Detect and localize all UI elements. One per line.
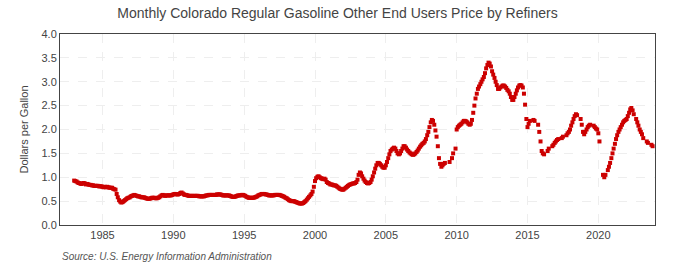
svg-text:1995: 1995 — [232, 229, 256, 241]
svg-text:1990: 1990 — [161, 229, 185, 241]
svg-text:0.5: 0.5 — [42, 195, 57, 207]
svg-text:Dollars per Gallon: Dollars per Gallon — [18, 85, 30, 173]
svg-text:3.0: 3.0 — [42, 76, 57, 88]
svg-text:2.0: 2.0 — [42, 123, 57, 135]
svg-text:2000: 2000 — [303, 229, 327, 241]
svg-text:3.5: 3.5 — [42, 52, 57, 64]
svg-text:Monthly Colorado Regular Gasol: Monthly Colorado Regular Gasoline Other … — [117, 5, 557, 21]
svg-text:0.0: 0.0 — [42, 219, 57, 231]
svg-text:4.0: 4.0 — [42, 28, 57, 40]
svg-text:2015: 2015 — [515, 229, 539, 241]
svg-text:2005: 2005 — [374, 229, 398, 241]
svg-text:2020: 2020 — [586, 229, 610, 241]
svg-text:1.0: 1.0 — [42, 171, 57, 183]
svg-text:2010: 2010 — [444, 229, 468, 241]
svg-text:1.5: 1.5 — [42, 147, 57, 159]
svg-text:1985: 1985 — [90, 229, 114, 241]
svg-text:Source: U.S. Energy Informatio: Source: U.S. Energy Information Administ… — [62, 251, 272, 262]
svg-text:2.5: 2.5 — [42, 99, 57, 111]
